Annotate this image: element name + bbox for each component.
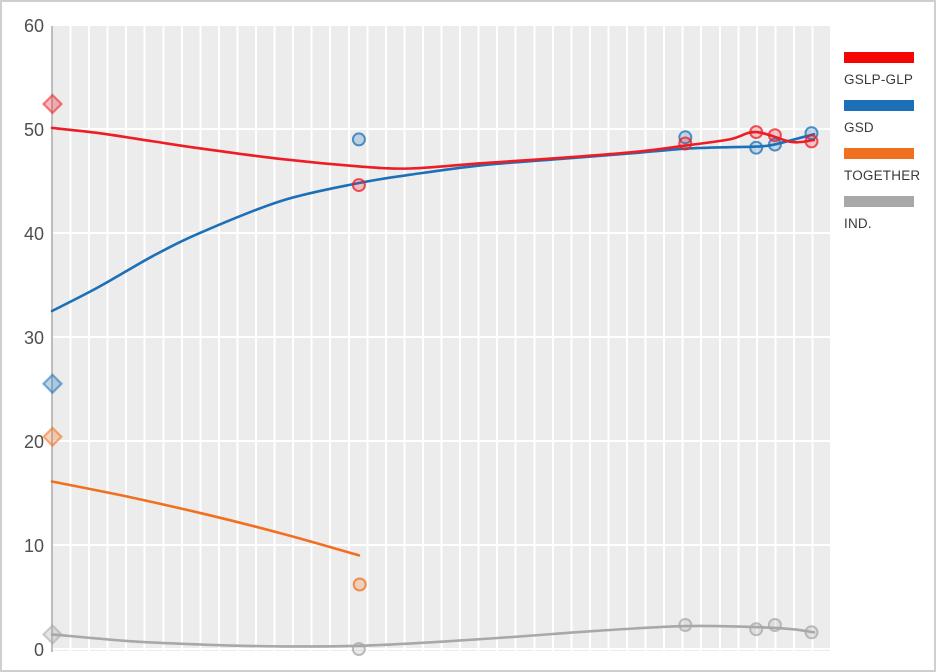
- legend: GSLP-GLP GSD TOGETHER IND.: [844, 52, 934, 244]
- y-tick-label: 20: [23, 432, 44, 452]
- y-axis-line: [51, 26, 53, 652]
- legend-item-ind-: IND.: [844, 196, 934, 231]
- poll-point-gslp-glp: [767, 128, 782, 143]
- legend-item-together: TOGETHER: [844, 148, 934, 183]
- legend-item-gslp-glp: GSLP-GLP: [844, 52, 934, 87]
- legend-swatch: [844, 196, 914, 207]
- y-tick-label: 50: [23, 120, 44, 140]
- poll-point-ind-: [678, 618, 693, 632]
- poll-point-gsd: [767, 137, 782, 152]
- poll-point-together: [352, 577, 367, 592]
- poll-point-ind-: [749, 622, 764, 637]
- poll-point-ind-: [351, 642, 366, 656]
- poll-point-gsd: [749, 140, 764, 155]
- poll-point-ind-: [804, 625, 819, 640]
- trend-line-together: [50, 480, 361, 557]
- diamond-marker-gsd: [41, 373, 64, 395]
- legend-swatch: [844, 148, 914, 159]
- y-tick-label: 40: [23, 224, 44, 244]
- y-tick-label: 30: [23, 328, 44, 348]
- legend-swatch: [844, 100, 914, 111]
- poll-point-gslp-glp: [351, 178, 366, 193]
- legend-swatch: [844, 52, 914, 63]
- trend-line-gslp-glp: [50, 126, 816, 170]
- trend-line-ind-: [50, 624, 816, 648]
- poll-point-gslp-glp: [804, 134, 819, 149]
- poll-point-gslp-glp: [749, 125, 764, 140]
- legend-item-gsd: GSD: [844, 100, 934, 135]
- diamond-marker-together: [41, 426, 64, 448]
- y-tick-label: 60: [23, 16, 44, 36]
- legend-label: TOGETHER: [844, 168, 921, 183]
- y-tick-label: 10: [23, 536, 44, 556]
- legend-label: IND.: [844, 216, 872, 231]
- legend-label: GSD: [844, 120, 874, 135]
- diamond-marker-gslp-glp: [41, 93, 64, 115]
- diamond-marker-ind-: [41, 623, 64, 645]
- poll-point-gsd: [351, 132, 366, 147]
- poll-point-gslp-glp: [678, 136, 693, 151]
- poll-point-ind-: [767, 618, 782, 632]
- trend-line-gsd: [50, 132, 816, 313]
- y-tick-label: 0: [33, 640, 44, 660]
- plot-area: [53, 26, 831, 651]
- legend-label: GSLP-GLP: [844, 72, 914, 87]
